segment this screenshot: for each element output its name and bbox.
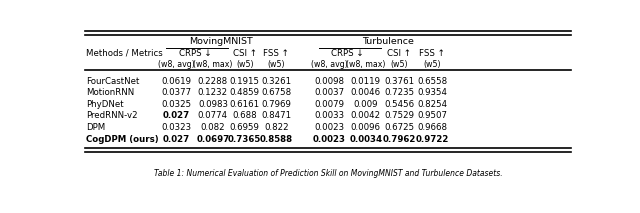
- Text: (w5): (w5): [268, 60, 285, 69]
- Text: CRPS ↓: CRPS ↓: [332, 49, 364, 58]
- Text: (w5): (w5): [424, 60, 441, 69]
- Text: 0.0096: 0.0096: [351, 123, 381, 132]
- Text: DPM: DPM: [86, 123, 105, 132]
- Text: 0.0098: 0.0098: [314, 77, 344, 86]
- Text: 0.009: 0.009: [353, 100, 378, 109]
- Text: 0.7962: 0.7962: [383, 135, 416, 144]
- Text: CSI ↑: CSI ↑: [387, 49, 412, 58]
- Text: 0.9507: 0.9507: [417, 111, 447, 120]
- Text: Table 1: Numerical Evaluation of Prediction Skill on MovingMNIST and Turbulence : Table 1: Numerical Evaluation of Predict…: [154, 170, 502, 178]
- Text: 0.1232: 0.1232: [198, 88, 228, 97]
- Text: 0.0037: 0.0037: [314, 88, 344, 97]
- Text: 0.0042: 0.0042: [351, 111, 381, 120]
- Text: (w8, avg): (w8, avg): [158, 60, 195, 69]
- Text: 0.6959: 0.6959: [230, 123, 260, 132]
- Text: 0.7235: 0.7235: [385, 88, 415, 97]
- Text: FourCastNet: FourCastNet: [86, 77, 140, 86]
- Text: 0.5456: 0.5456: [385, 100, 415, 109]
- Text: 0.1915: 0.1915: [230, 77, 260, 86]
- Text: 0.0983: 0.0983: [198, 100, 228, 109]
- Text: 0.822: 0.822: [264, 123, 289, 132]
- Text: 0.688: 0.688: [232, 111, 257, 120]
- Text: 0.0774: 0.0774: [198, 111, 228, 120]
- Text: 0.7969: 0.7969: [262, 100, 291, 109]
- Text: 0.9668: 0.9668: [417, 123, 447, 132]
- Text: 0.8254: 0.8254: [417, 100, 447, 109]
- Text: 0.0023: 0.0023: [314, 123, 344, 132]
- Text: PhyDNet: PhyDNet: [86, 100, 124, 109]
- Text: 0.0046: 0.0046: [351, 88, 381, 97]
- Text: MovingMNIST: MovingMNIST: [189, 37, 253, 46]
- Text: FSS ↑: FSS ↑: [264, 49, 289, 58]
- Text: 0.0325: 0.0325: [162, 100, 192, 109]
- Text: 0.4859: 0.4859: [230, 88, 260, 97]
- Text: Turbulence: Turbulence: [362, 37, 413, 46]
- Text: 0.6758: 0.6758: [261, 88, 291, 97]
- Text: PredRNN-v2: PredRNN-v2: [86, 111, 138, 120]
- Text: 0.6558: 0.6558: [417, 77, 447, 86]
- Text: 0.0034: 0.0034: [349, 135, 382, 144]
- Text: 0.082: 0.082: [200, 123, 225, 132]
- Text: FSS ↑: FSS ↑: [419, 49, 445, 58]
- Text: 0.0119: 0.0119: [351, 77, 381, 86]
- Text: 0.0079: 0.0079: [314, 100, 344, 109]
- Text: 0.3761: 0.3761: [385, 77, 415, 86]
- Text: 0.9722: 0.9722: [415, 135, 449, 144]
- Text: 0.7365: 0.7365: [228, 135, 261, 144]
- Text: 0.2288: 0.2288: [198, 77, 228, 86]
- Text: (w8, avg): (w8, avg): [311, 60, 348, 69]
- Text: 0.027: 0.027: [163, 111, 190, 120]
- Text: 0.027: 0.027: [163, 135, 190, 144]
- Text: (w5): (w5): [390, 60, 408, 69]
- Text: 0.8588: 0.8588: [260, 135, 293, 144]
- Text: 0.0619: 0.0619: [162, 77, 192, 86]
- Text: 0.7529: 0.7529: [385, 111, 415, 120]
- Text: 0.8471: 0.8471: [261, 111, 291, 120]
- Text: CSI ↑: CSI ↑: [233, 49, 257, 58]
- Text: 0.6725: 0.6725: [385, 123, 415, 132]
- Text: 0.0023: 0.0023: [313, 135, 346, 144]
- Text: (w5): (w5): [236, 60, 253, 69]
- Text: CogDPM (ours): CogDPM (ours): [86, 135, 159, 144]
- Text: 0.0033: 0.0033: [314, 111, 344, 120]
- Text: 0.0377: 0.0377: [162, 88, 192, 97]
- Text: MotionRNN: MotionRNN: [86, 88, 134, 97]
- Text: 0.9354: 0.9354: [417, 88, 447, 97]
- Text: (w8, max): (w8, max): [346, 60, 385, 69]
- Text: Methods / Metrics: Methods / Metrics: [86, 49, 163, 58]
- Text: 0.0323: 0.0323: [162, 123, 192, 132]
- Text: CRPS ↓: CRPS ↓: [179, 49, 211, 58]
- Text: 0.0697: 0.0697: [196, 135, 230, 144]
- Text: (w8, max): (w8, max): [193, 60, 232, 69]
- Text: 0.6161: 0.6161: [230, 100, 260, 109]
- Text: 0.3261: 0.3261: [261, 77, 291, 86]
